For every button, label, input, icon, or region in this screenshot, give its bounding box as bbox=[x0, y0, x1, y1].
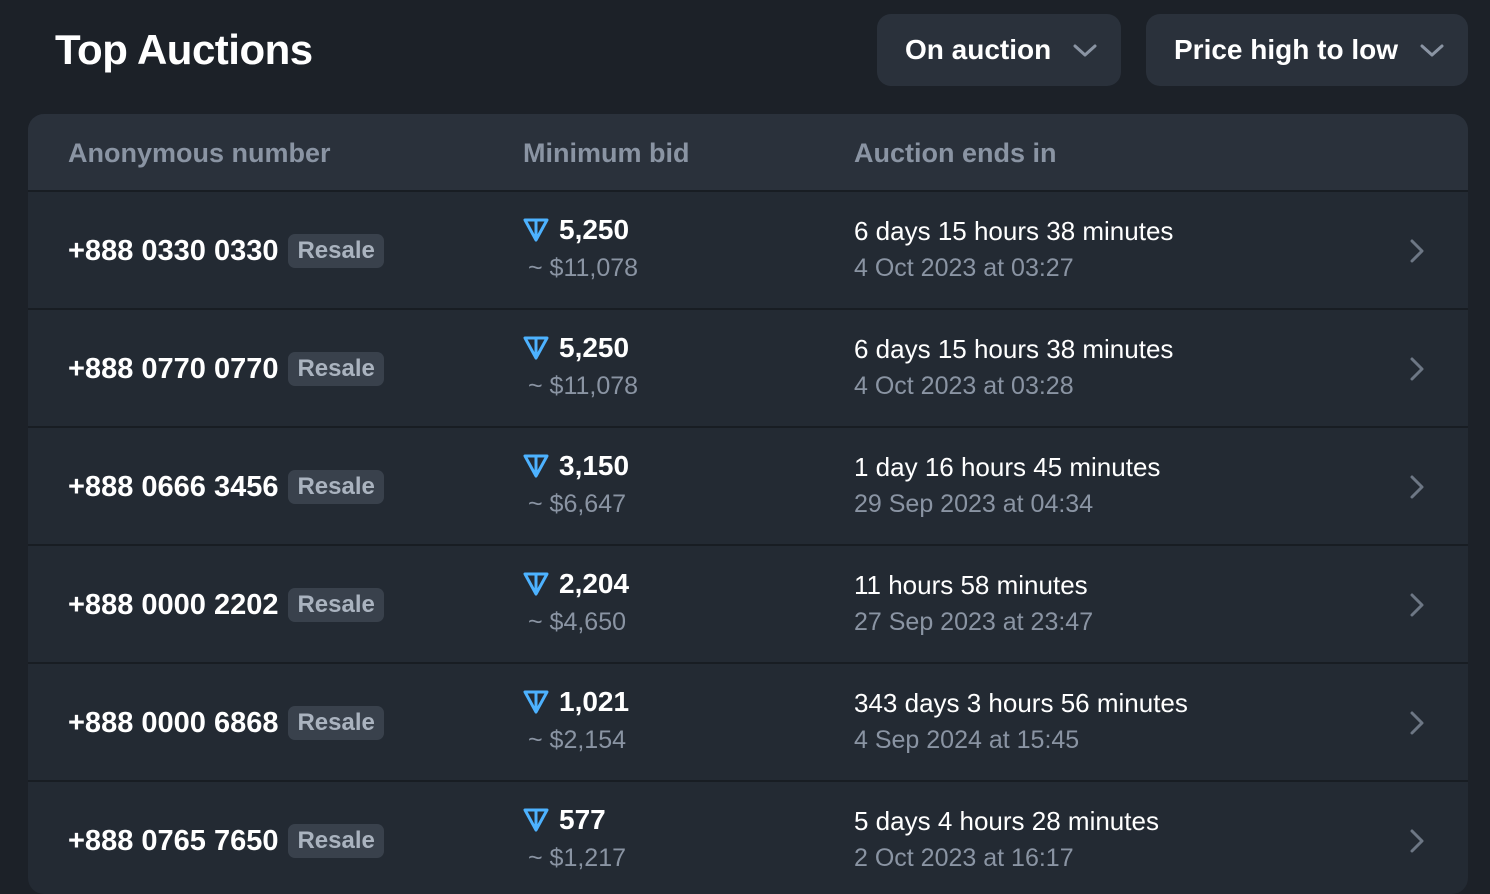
phone-number: +888 0666 3456 bbox=[68, 470, 279, 503]
resale-badge: Resale bbox=[288, 234, 384, 268]
time-left: 11 hours 58 minutes bbox=[854, 570, 1088, 600]
ton-icon bbox=[523, 336, 549, 360]
table-row[interactable]: +888 0770 0770 Resale 5,250 ~ $11,078 6 days… bbox=[28, 308, 1468, 426]
time-left: 5 days 4 hours 28 minutes bbox=[854, 806, 1159, 836]
chevron-right-icon[interactable] bbox=[1406, 826, 1428, 856]
anonymous-number: +888 0666 3456 Resale bbox=[68, 470, 384, 504]
chevron-right-icon[interactable] bbox=[1406, 354, 1428, 384]
bid-amount: 1,021 bbox=[559, 686, 630, 717]
table-row[interactable]: +888 0666 3456 Resale 3,150 ~ $6,647 1 day 1… bbox=[28, 426, 1468, 544]
resale-badge: Resale bbox=[288, 824, 384, 858]
table-row[interactable]: +888 0330 0330 Resale 5,250 ~ $11,078 6 days… bbox=[28, 190, 1468, 308]
time-left: 6 days 15 hours 38 minutes bbox=[854, 334, 1174, 364]
chevron-right-icon[interactable] bbox=[1406, 708, 1428, 738]
phone-number: +888 0330 0330 bbox=[68, 234, 279, 267]
chevron-right-icon[interactable] bbox=[1406, 472, 1428, 502]
phone-number: +888 0000 2202 bbox=[68, 588, 279, 621]
chevron-right-icon[interactable] bbox=[1406, 236, 1428, 266]
ton-icon bbox=[523, 454, 549, 478]
phone-number: +888 0000 6868 bbox=[68, 706, 279, 739]
end-date: 4 Oct 2023 at 03:27 bbox=[854, 254, 1074, 282]
anonymous-number: +888 0770 0770 Resale bbox=[68, 352, 384, 386]
phone-number: +888 0765 7650 bbox=[68, 824, 279, 857]
minimum-bid: 3,150 bbox=[522, 450, 629, 482]
end-date: 4 Oct 2023 at 03:28 bbox=[854, 372, 1074, 400]
bid-usd-value: ~ $1,217 bbox=[528, 844, 627, 872]
ton-icon bbox=[523, 572, 549, 596]
bid-amount: 2,204 bbox=[559, 568, 630, 599]
column-header-bid[interactable]: Minimum bid bbox=[523, 138, 690, 168]
ton-icon bbox=[523, 808, 549, 832]
anonymous-number: +888 0000 6868 Resale bbox=[68, 706, 384, 740]
resale-badge: Resale bbox=[288, 588, 384, 622]
ton-icon bbox=[523, 690, 549, 714]
table-row[interactable]: +888 0000 6868 Resale 1,021 ~ $2,154 343 day… bbox=[28, 662, 1468, 780]
page-title: Top Auctions bbox=[55, 26, 313, 73]
resale-badge: Resale bbox=[288, 470, 384, 504]
bid-usd-value: ~ $6,647 bbox=[528, 490, 627, 518]
table-header: Anonymous number Minimum bid Auction end… bbox=[28, 114, 1468, 190]
chevron-right-icon[interactable] bbox=[1406, 590, 1428, 620]
sort-label: Price high to low bbox=[1174, 34, 1399, 65]
time-left: 1 day 16 hours 45 minutes bbox=[854, 452, 1161, 482]
sort-dropdown[interactable]: Price high to low bbox=[1146, 14, 1468, 86]
auctions-table: Anonymous number Minimum bid Auction end… bbox=[28, 114, 1468, 894]
time-left: 343 days 3 hours 56 minutes bbox=[854, 688, 1188, 718]
bid-amount: 3,150 bbox=[559, 450, 630, 481]
bid-amount: 5,250 bbox=[559, 332, 630, 363]
column-header-ends[interactable]: Auction ends in bbox=[854, 138, 1057, 168]
end-date: 29 Sep 2023 at 04:34 bbox=[854, 490, 1094, 518]
status-filter-dropdown[interactable]: On auction bbox=[877, 14, 1121, 86]
minimum-bid: 5,250 bbox=[522, 332, 629, 364]
bid-usd-value: ~ $4,650 bbox=[528, 608, 627, 636]
end-date: 4 Sep 2024 at 15:45 bbox=[854, 726, 1080, 754]
anonymous-number: +888 0330 0330 Resale bbox=[68, 234, 384, 268]
time-left: 6 days 15 hours 38 minutes bbox=[854, 216, 1174, 246]
bid-usd-value: ~ $2,154 bbox=[528, 726, 627, 754]
chevron-down-icon bbox=[1420, 44, 1444, 57]
table-row[interactable]: +888 0000 2202 Resale 2,204 ~ $4,650 11 hour… bbox=[28, 544, 1468, 662]
minimum-bid: 1,021 bbox=[522, 686, 629, 718]
chevron-down-icon bbox=[1073, 44, 1097, 57]
column-header-number[interactable]: Anonymous number bbox=[68, 138, 331, 168]
minimum-bid: 2,204 bbox=[522, 568, 629, 600]
bid-usd-value: ~ $11,078 bbox=[528, 372, 639, 400]
table-row[interactable]: +888 0765 7650 Resale 577 ~ $1,217 5 days 4 … bbox=[28, 780, 1468, 894]
resale-badge: Resale bbox=[288, 352, 384, 386]
bid-amount: 5,250 bbox=[559, 214, 630, 245]
anonymous-number: +888 0765 7650 Resale bbox=[68, 824, 384, 858]
end-date: 2 Oct 2023 at 16:17 bbox=[854, 844, 1074, 872]
bid-usd-value: ~ $11,078 bbox=[528, 254, 639, 282]
minimum-bid: 577 bbox=[522, 804, 606, 836]
phone-number: +888 0770 0770 bbox=[68, 352, 279, 385]
bid-amount: 577 bbox=[559, 804, 606, 835]
ton-icon bbox=[523, 218, 549, 242]
resale-badge: Resale bbox=[288, 706, 384, 740]
anonymous-number: +888 0000 2202 Resale bbox=[68, 588, 384, 622]
page-header: Top Auctions On auction Price high to lo… bbox=[0, 0, 1490, 100]
minimum-bid: 5,250 bbox=[522, 214, 629, 246]
end-date: 27 Sep 2023 at 23:47 bbox=[854, 608, 1094, 636]
status-filter-label: On auction bbox=[905, 34, 1052, 65]
